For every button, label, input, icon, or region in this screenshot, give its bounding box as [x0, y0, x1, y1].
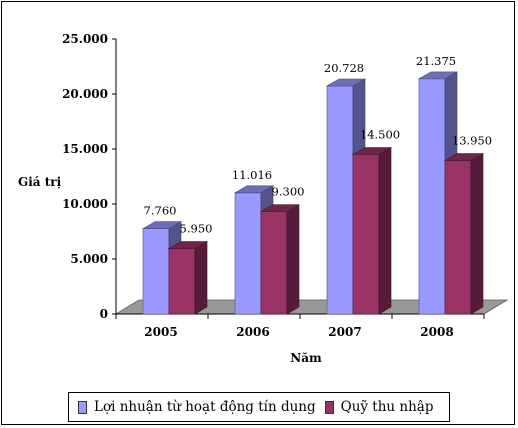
bar-series-2-2006: [261, 205, 299, 314]
y-tick-label: 10.000: [62, 197, 108, 211]
legend-item-series-1: Lợi nhuận từ hoạt động tín dụng: [78, 399, 316, 415]
bar-series-2-2008: [445, 154, 483, 314]
legend-swatch-series-1: [78, 401, 87, 414]
legend: Lợi nhuận từ hoạt động tín dụng Quỹ thu …: [68, 392, 450, 422]
x-tick-label: 2006: [236, 325, 269, 339]
data-label-series-2-2007: 14.500: [360, 128, 400, 142]
legend-item-series-2: Quỹ thu nhập: [325, 399, 434, 415]
y-tick-label: 5.000: [70, 252, 108, 266]
bar-series-2-2007: [353, 148, 391, 315]
legend-label-series-2: Quỹ thu nhập: [341, 399, 434, 415]
bar-series-2-2005: [169, 242, 207, 314]
y-tick-label: 25.000: [62, 32, 108, 46]
x-axis-title: Năm: [290, 351, 322, 365]
x-tick-label: 2007: [328, 325, 361, 339]
y-tick-label: 0: [100, 307, 108, 321]
data-label-series-2-2008: 13.950: [452, 134, 492, 148]
data-label-series-2-2005: 5.950: [180, 222, 213, 236]
y-tick-label: 20.000: [62, 87, 108, 101]
y-axis-title: Giá trị: [18, 175, 62, 189]
data-label-series-1-2006: 11.016: [232, 168, 272, 182]
x-tick-label: 2008: [420, 325, 453, 339]
data-label-series-1-2008: 21.375: [416, 54, 456, 68]
data-label-series-1-2007: 20.728: [324, 61, 364, 75]
data-label-series-1-2005: 7.760: [144, 204, 177, 218]
x-tick-label: 2005: [144, 325, 177, 339]
y-tick-label: 15.000: [62, 142, 108, 156]
legend-swatch-series-2: [325, 401, 334, 414]
legend-label-series-1: Lợi nhuận từ hoạt động tín dụng: [94, 399, 316, 415]
data-label-series-2-2006: 9.300: [272, 185, 305, 199]
